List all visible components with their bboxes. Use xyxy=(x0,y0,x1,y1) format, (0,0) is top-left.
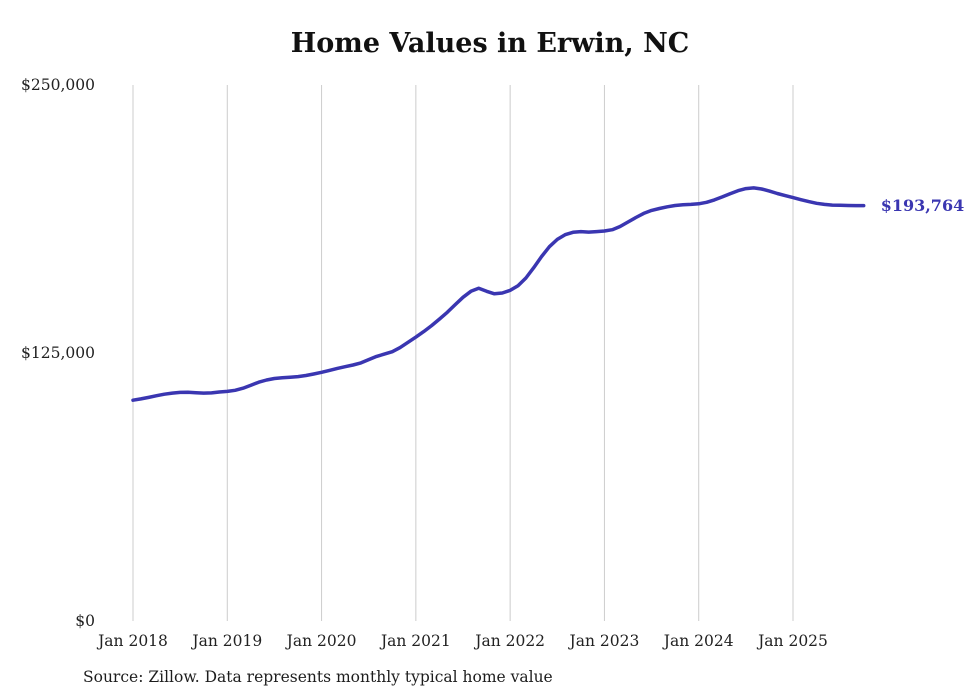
x-tick-label: Jan 2025 xyxy=(756,632,828,650)
x-tick-label: Jan 2021 xyxy=(379,632,451,650)
x-tick-label: Jan 2018 xyxy=(96,632,168,650)
y-tick-label: $125,000 xyxy=(21,344,95,362)
end-value-label: $193,764 xyxy=(880,195,965,215)
chart-title: Home Values in Erwin, NC xyxy=(290,28,690,59)
source-note: Source: Zillow. Data represents monthly … xyxy=(83,668,553,686)
x-tick-label: Jan 2022 xyxy=(473,632,545,650)
x-tick-label: Jan 2023 xyxy=(568,632,640,650)
y-tick-label: $0 xyxy=(75,612,95,630)
x-tick-label: Jan 2020 xyxy=(285,632,357,650)
value-line xyxy=(131,186,866,402)
y-tick-label: $250,000 xyxy=(21,76,95,94)
x-tick-label: Jan 2019 xyxy=(190,632,262,650)
x-tick-label: Jan 2024 xyxy=(662,632,734,650)
